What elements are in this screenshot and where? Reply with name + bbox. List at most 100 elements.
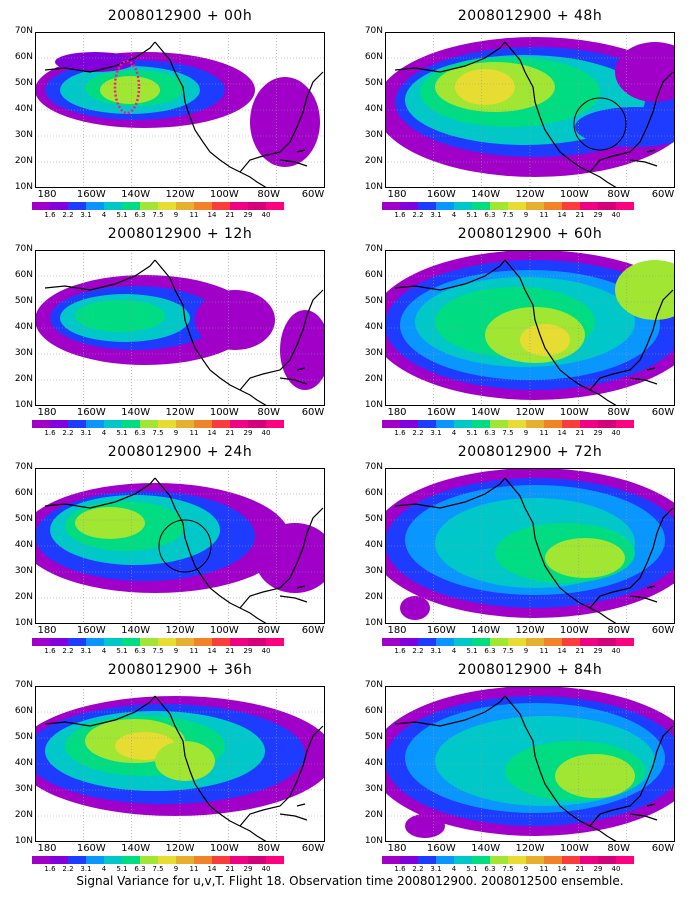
latitude-label: 70N <box>14 244 33 254</box>
colorbar-swatch <box>382 420 400 428</box>
colorbar-label: 2.2 <box>62 211 74 219</box>
colorbar-label: 1.6 <box>44 429 56 437</box>
colorbar-swatch <box>472 856 490 864</box>
colorbar-swatch <box>544 420 562 428</box>
colorbar-label: 21 <box>225 647 235 655</box>
colorbar-swatch <box>544 856 562 864</box>
colorbar-swatch <box>176 420 194 428</box>
coastline <box>154 695 268 842</box>
colorbar-swatch <box>562 202 580 210</box>
colorbar <box>32 202 284 210</box>
longitude-label: 160W <box>76 189 106 200</box>
colorbar <box>32 638 284 646</box>
longitude-label: 160W <box>426 625 456 636</box>
colorbar-swatch <box>32 202 50 210</box>
variance-contour <box>455 69 515 105</box>
coastline <box>589 289 674 391</box>
colorbar-swatch <box>122 202 140 210</box>
longitude-label: 140W <box>121 407 151 418</box>
coastline <box>589 507 674 609</box>
map-plot <box>35 468 325 624</box>
longitude-label: 180 <box>387 625 407 636</box>
colorbar-swatch <box>454 638 472 646</box>
coastline <box>239 71 324 173</box>
colorbar-swatch <box>454 856 472 864</box>
longitude-label: 120W <box>515 407 545 418</box>
longitude-label: 100W <box>559 407 589 418</box>
longitude-label: 140W <box>121 625 151 636</box>
latitude-label: 60N <box>364 270 383 280</box>
colorbar-swatch <box>490 420 508 428</box>
colorbar-label: 6.3 <box>484 647 496 655</box>
colorbar-label: 1.6 <box>394 211 406 219</box>
coastline <box>44 477 156 509</box>
longitude-label: 160W <box>426 189 456 200</box>
latitude-label: 30N <box>14 784 33 794</box>
longitude-label: 120W <box>165 189 195 200</box>
colorbar-swatch <box>68 638 86 646</box>
latitude-label: 40N <box>14 322 33 332</box>
coastline <box>589 725 674 827</box>
colorbar-label: 6.3 <box>134 647 146 655</box>
latitude-label: 60N <box>364 706 383 716</box>
colorbar-swatch <box>212 856 230 864</box>
colorbar-swatch <box>194 202 212 210</box>
panel-title: 2008012900 + 24h <box>107 444 253 460</box>
variance-contour <box>555 754 635 798</box>
colorbar-label: 2.2 <box>62 429 74 437</box>
colorbar-label: 9 <box>523 211 529 219</box>
latitude-label: 20N <box>14 374 33 384</box>
colorbar-label: 14 <box>557 211 567 219</box>
colorbar <box>32 420 284 428</box>
colorbar-label: 11 <box>539 211 549 219</box>
colorbar-label: 4 <box>451 865 457 873</box>
longitude-label: 80W <box>257 407 280 418</box>
coastline <box>504 477 618 624</box>
colorbar-swatch <box>212 638 230 646</box>
colorbar-label: 40 <box>261 865 271 873</box>
colorbar-label: 14 <box>557 865 567 873</box>
colorbar-label: 3.1 <box>430 429 442 437</box>
colorbar-swatch <box>50 420 68 428</box>
longitude-label: 160W <box>426 843 456 854</box>
colorbar-label: 7.5 <box>152 211 164 219</box>
panel-title: 2008012900 + 48h <box>457 8 603 24</box>
variance-contour <box>75 300 165 332</box>
colorbar-swatch <box>400 856 418 864</box>
variance-contour <box>195 290 275 350</box>
colorbar-label: 9 <box>523 429 529 437</box>
map-panel: 2008012900 + 36h 70N 60N 50N 40N 30N 20N 10N 180… <box>10 654 350 873</box>
variance-contour <box>280 310 325 390</box>
longitude-label: 180 <box>387 189 407 200</box>
colorbar-swatch <box>248 638 266 646</box>
colorbar-swatch <box>436 638 454 646</box>
colorbar-label: 40 <box>261 647 271 655</box>
colorbar-label: 3.1 <box>80 647 92 655</box>
latitude-label: 10N <box>14 182 33 192</box>
latitude-label: 10N <box>364 400 383 410</box>
colorbar-swatch <box>194 420 212 428</box>
latitude-label: 10N <box>14 836 33 846</box>
colorbar-swatch <box>176 856 194 864</box>
latitude-label: 60N <box>14 706 33 716</box>
map-plot <box>35 250 325 406</box>
colorbar-swatch <box>266 420 284 428</box>
latitude-label: 40N <box>364 540 383 550</box>
panel-title: 2008012900 + 72h <box>457 444 603 460</box>
coastline <box>394 695 506 727</box>
colorbar-label: 40 <box>611 429 621 437</box>
colorbar-swatch <box>230 856 248 864</box>
colorbar-swatch <box>122 638 140 646</box>
colorbar-label: 4 <box>451 211 457 219</box>
colorbar-label: 7.5 <box>152 429 164 437</box>
map-plot <box>35 686 325 842</box>
latitude-label: 70N <box>364 680 383 690</box>
colorbar-swatch <box>436 856 454 864</box>
latitude-label: 30N <box>364 348 383 358</box>
longitude-label: 160W <box>76 843 106 854</box>
colorbar-swatch <box>212 420 230 428</box>
longitude-label: 180 <box>37 189 57 200</box>
colorbar-swatch <box>68 856 86 864</box>
verification-circle <box>573 97 627 151</box>
colorbar-label: 14 <box>557 429 567 437</box>
